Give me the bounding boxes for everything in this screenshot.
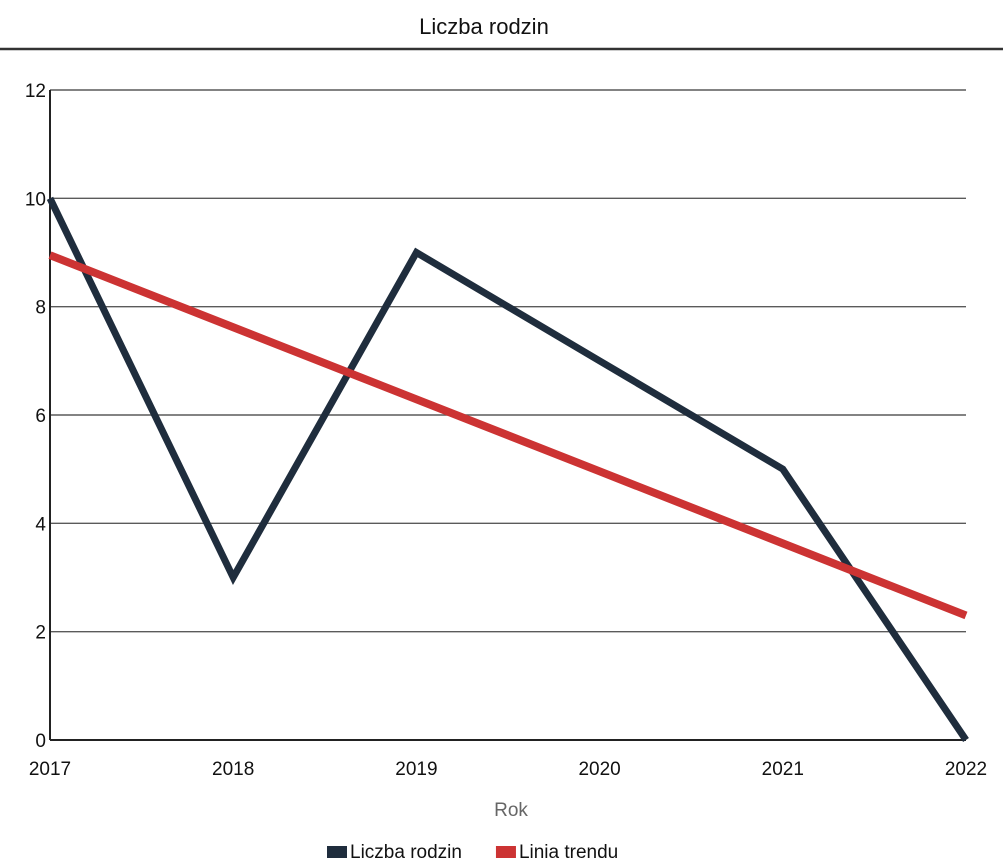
chart-title: Liczba rodzin bbox=[419, 14, 549, 39]
y-tick-label: 10 bbox=[25, 189, 46, 210]
legend-label: Linia trendu bbox=[519, 842, 618, 863]
series-line-linia-trendu bbox=[48, 251, 968, 620]
legend-swatch bbox=[495, 846, 516, 858]
y-tick-label: 4 bbox=[35, 514, 46, 535]
legend: Liczba rodzin Linia trendu bbox=[327, 842, 618, 863]
grid-lines bbox=[50, 89, 966, 633]
series-line-liczba-rodzin bbox=[46, 196, 969, 742]
y-tick-label: 12 bbox=[25, 81, 46, 102]
legend-label: Liczba rodzin bbox=[350, 842, 462, 863]
x-tick-labels: 2017 2018 2019 2020 2021 2022 bbox=[29, 759, 987, 780]
y-tick-label: 2 bbox=[35, 623, 46, 644]
x-tick-label: 2018 bbox=[212, 759, 254, 780]
y-tick-label: 6 bbox=[35, 406, 46, 427]
x-tick-label: 2017 bbox=[29, 759, 71, 780]
y-tick-label: 0 bbox=[35, 731, 46, 752]
y-tick-labels: 0 2 4 6 8 10 12 bbox=[25, 81, 47, 752]
x-tick-label: 2021 bbox=[762, 759, 804, 780]
y-tick-label: 8 bbox=[35, 298, 46, 319]
x-tick-label: 2022 bbox=[945, 759, 987, 780]
x-tick-label: 2019 bbox=[395, 759, 437, 780]
x-tick-label: 2020 bbox=[578, 759, 620, 780]
legend-swatch bbox=[327, 846, 347, 858]
x-axis-label: Rok bbox=[494, 800, 528, 821]
series-layer bbox=[46, 196, 969, 742]
